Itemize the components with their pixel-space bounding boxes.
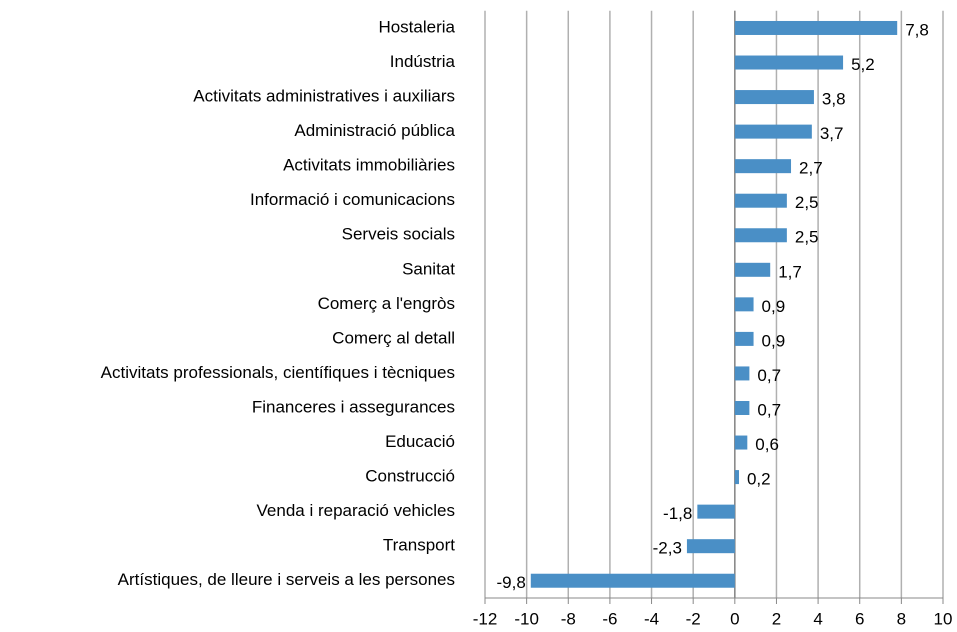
x-tick-label: 6 <box>855 609 864 628</box>
value-label: 7,8 <box>905 20 929 39</box>
value-label: 0,7 <box>757 366 781 385</box>
bar <box>734 124 812 139</box>
y-tick-label: Artístiques, de lleure i serveis a les p… <box>118 570 455 589</box>
x-tick-label: -6 <box>602 609 617 628</box>
y-tick-label: Comerç al detall <box>332 328 455 347</box>
x-tick-label: 2 <box>772 609 781 628</box>
y-tick-label: Educació <box>385 432 455 451</box>
value-label: 2,5 <box>795 193 819 212</box>
value-label: 3,7 <box>820 124 844 143</box>
bar <box>734 90 814 105</box>
y-tick-label: Comerç a l'engròs <box>318 294 455 313</box>
value-label: 2,5 <box>795 228 819 247</box>
bar <box>734 400 750 415</box>
bar <box>734 20 898 35</box>
x-tick-label: 4 <box>813 609 822 628</box>
value-label: 0,2 <box>747 470 771 489</box>
bar <box>734 55 844 70</box>
x-tick-label: -8 <box>561 609 576 628</box>
y-tick-label: Informació i comunicacions <box>250 190 455 209</box>
bar <box>686 539 735 554</box>
value-label: 0,7 <box>757 400 781 419</box>
y-tick-label: Activitats immobiliàries <box>283 156 455 175</box>
x-tick-label: 0 <box>730 609 739 628</box>
x-tick-label: -12 <box>473 609 498 628</box>
bar <box>734 262 771 277</box>
x-tick-label: 8 <box>897 609 906 628</box>
value-label: -1,8 <box>663 504 692 523</box>
bar <box>734 470 739 485</box>
x-tick-label: -2 <box>686 609 701 628</box>
bar <box>530 573 735 588</box>
x-tick-label: -10 <box>514 609 539 628</box>
y-tick-label: Transport <box>383 536 455 555</box>
y-tick-label: Sanitat <box>402 259 455 278</box>
y-tick-label: Construcció <box>365 467 455 486</box>
x-tick-label: 10 <box>934 609 953 628</box>
bar <box>734 297 754 312</box>
bar <box>734 435 748 450</box>
value-label: -2,3 <box>653 539 682 558</box>
x-tick-label: -4 <box>644 609 659 628</box>
y-tick-label: Serveis socials <box>342 225 455 244</box>
bar <box>734 228 787 243</box>
value-label: 1,7 <box>778 262 802 281</box>
value-label: -9,8 <box>497 573 526 592</box>
bar <box>734 366 750 381</box>
y-tick-label: Activitats professionals, científiques i… <box>101 363 455 382</box>
y-tick-label: Financeres i assegurances <box>252 397 455 416</box>
value-label: 5,2 <box>851 55 875 74</box>
bar <box>734 159 792 174</box>
value-label: 0,6 <box>755 435 779 454</box>
y-tick-label: Hostaleria <box>378 17 455 36</box>
value-label: 0,9 <box>762 331 786 350</box>
value-label: 0,9 <box>762 297 786 316</box>
y-tick-label: Indústria <box>390 52 456 71</box>
y-tick-label: Venda i reparació vehicles <box>257 501 455 520</box>
y-tick-label: Activitats administratives i auxiliars <box>193 87 455 106</box>
value-label: 2,7 <box>799 159 823 178</box>
bar <box>697 504 735 519</box>
bar <box>734 193 787 208</box>
y-tick-label: Administració pública <box>294 121 455 140</box>
bar <box>734 331 754 346</box>
value-label: 3,8 <box>822 90 846 109</box>
